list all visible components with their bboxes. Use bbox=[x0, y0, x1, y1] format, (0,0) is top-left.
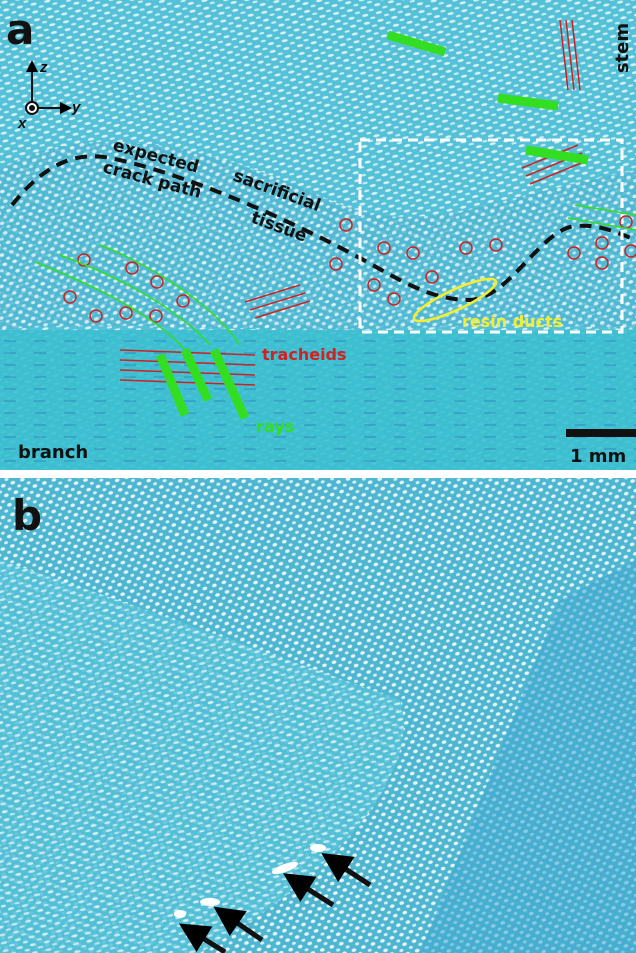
axis-x: x bbox=[17, 115, 27, 132]
stem-label: stem bbox=[612, 23, 633, 73]
branch-label: branch bbox=[18, 442, 88, 463]
axis-y: y bbox=[71, 99, 81, 116]
panel-label: b bbox=[12, 491, 42, 540]
tracheids-label: tracheids bbox=[262, 345, 347, 364]
scale-bar bbox=[566, 429, 636, 437]
figure: a stem z y x expected crack path sacrifi… bbox=[0, 0, 636, 953]
panel-b: b bbox=[0, 478, 636, 953]
panel-label: a bbox=[6, 5, 34, 54]
axis-z: z bbox=[39, 59, 48, 76]
rays-label: rays bbox=[256, 417, 294, 436]
scale-label: 1 mm bbox=[570, 446, 626, 467]
resin-ducts-label: resin ducts bbox=[462, 312, 562, 331]
page: a stem z y x expected crack path sacrifi… bbox=[0, 0, 636, 953]
panel-a: a stem z y x expected crack path sacrifi… bbox=[0, 0, 636, 470]
